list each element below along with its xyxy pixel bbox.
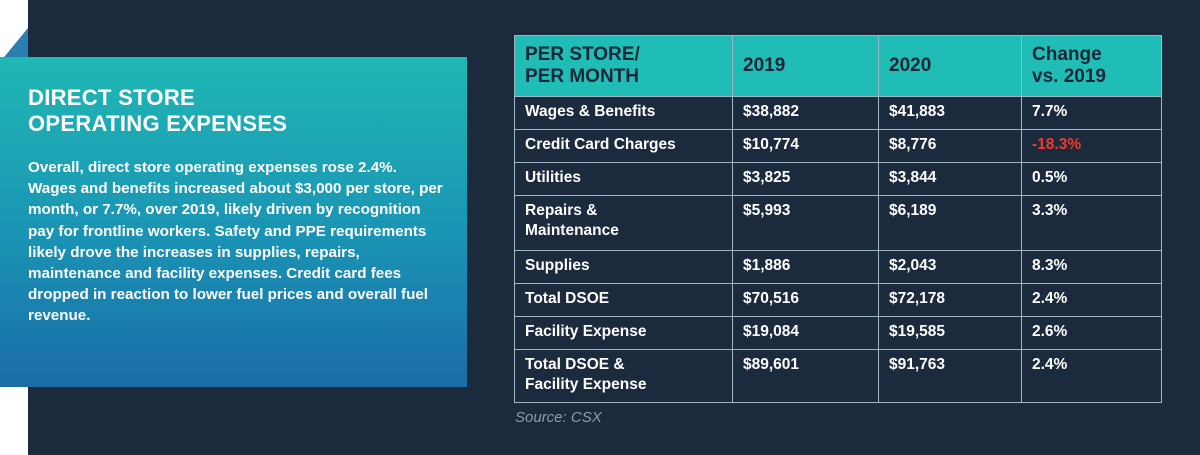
panel-title: DIRECT STORE OPERATING EXPENSES — [28, 85, 288, 136]
table-row: Facility Expense $19,084 $19,585 2.6% — [514, 316, 1162, 350]
table-body: Wages & Benefits $38,882 $41,883 7.7% Credit… — [514, 96, 1162, 403]
table-row: Utilities $3,825 $3,844 0.5% — [514, 162, 1162, 196]
header-per-store: PER STORE/ PER MONTH — [514, 35, 733, 97]
source-note: Source: CSX — [515, 409, 602, 426]
row-label: Credit Card Charges — [514, 129, 733, 163]
change-value: 0.5% — [1021, 162, 1162, 196]
change-value: 2.4% — [1021, 283, 1162, 317]
header-2019: 2019 — [732, 35, 879, 97]
value-2019: $38,882 — [732, 96, 879, 130]
change-value: 7.7% — [1021, 96, 1162, 130]
value-2019: $5,993 — [732, 195, 879, 251]
expense-table: PER STORE/ PER MONTH 2019 2020 Change vs… — [514, 35, 1162, 403]
value-2020: $3,844 — [878, 162, 1022, 196]
value-2019: $3,825 — [732, 162, 879, 196]
change-value: 2.4% — [1021, 349, 1162, 403]
value-2019: $19,084 — [732, 316, 879, 350]
info-panel: DIRECT STORE OPERATING EXPENSES Overall,… — [0, 57, 467, 387]
value-2020: $8,776 — [878, 129, 1022, 163]
table-row: Total DSOE & Facility Expense $89,601 $91,… — [514, 349, 1162, 403]
table-row: Wages & Benefits $38,882 $41,883 7.7% — [514, 96, 1162, 130]
value-2020: $91,763 — [878, 349, 1022, 403]
change-value: 2.6% — [1021, 316, 1162, 350]
table-row: Total DSOE $70,516 $72,178 2.4% — [514, 283, 1162, 317]
table-row: Repairs & Maintenance $5,993 $6,189 3.3% — [514, 195, 1162, 251]
table-row: Credit Card Charges $10,774 $8,776 -18.3% — [514, 129, 1162, 163]
row-label: Facility Expense — [514, 316, 733, 350]
panel-body: Overall, direct store operating expenses… — [28, 159, 443, 325]
value-2020: $72,178 — [878, 283, 1022, 317]
row-label: Utilities — [514, 162, 733, 196]
value-2020: $41,883 — [878, 96, 1022, 130]
table-header-row: PER STORE/ PER MONTH 2019 2020 Change vs… — [514, 35, 1162, 97]
value-2019: $1,886 — [732, 250, 879, 284]
value-2020: $2,043 — [878, 250, 1022, 284]
change-value: 8.3% — [1021, 250, 1162, 284]
header-change: Change vs. 2019 — [1021, 35, 1162, 97]
row-label: Wages & Benefits — [514, 96, 733, 130]
row-label: Supplies — [514, 250, 733, 284]
value-2020: $19,585 — [878, 316, 1022, 350]
value-2019: $10,774 — [732, 129, 879, 163]
value-2019: $89,601 — [732, 349, 879, 403]
change-value: -18.3% — [1021, 129, 1162, 163]
change-value: 3.3% — [1021, 195, 1162, 251]
value-2019: $70,516 — [732, 283, 879, 317]
value-2020: $6,189 — [878, 195, 1022, 251]
row-label: Total DSOE & Facility Expense — [514, 349, 733, 403]
row-label: Repairs & Maintenance — [514, 195, 733, 251]
row-label: Total DSOE — [514, 283, 733, 317]
header-2020: 2020 — [878, 35, 1022, 97]
table-row: Supplies $1,886 $2,043 8.3% — [514, 250, 1162, 284]
